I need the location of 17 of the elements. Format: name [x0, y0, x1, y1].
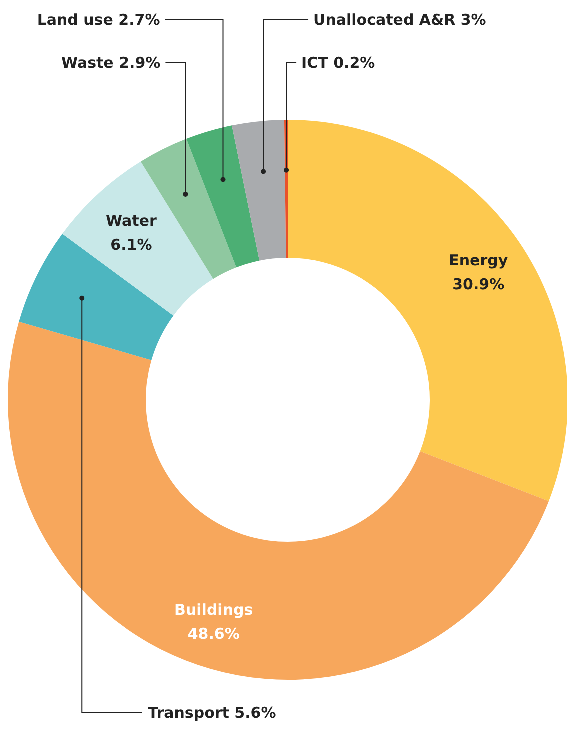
data-label: 30.9% [452, 276, 505, 294]
donut-slice [62, 162, 214, 316]
slice-label: ICT 0.2% [302, 54, 376, 72]
donut-slice [19, 234, 174, 360]
slice-label: Waste 2.9% [61, 54, 161, 72]
data-label: 6.1% [110, 236, 152, 254]
slice-label: Transport 5.6% [148, 704, 276, 722]
donut-slice [232, 120, 286, 261]
slice-label: Buildings [174, 600, 254, 619]
donut-slice [8, 322, 549, 680]
slice-label: Unallocated A&R 3% [314, 11, 486, 29]
slice-label: Water [106, 212, 158, 230]
slice-label: Energy [449, 252, 508, 270]
donut-slice [288, 120, 567, 502]
donut-slice [186, 126, 260, 268]
slice-label: Land use 2.7% [37, 11, 160, 29]
data-label: 48.6% [188, 624, 240, 643]
